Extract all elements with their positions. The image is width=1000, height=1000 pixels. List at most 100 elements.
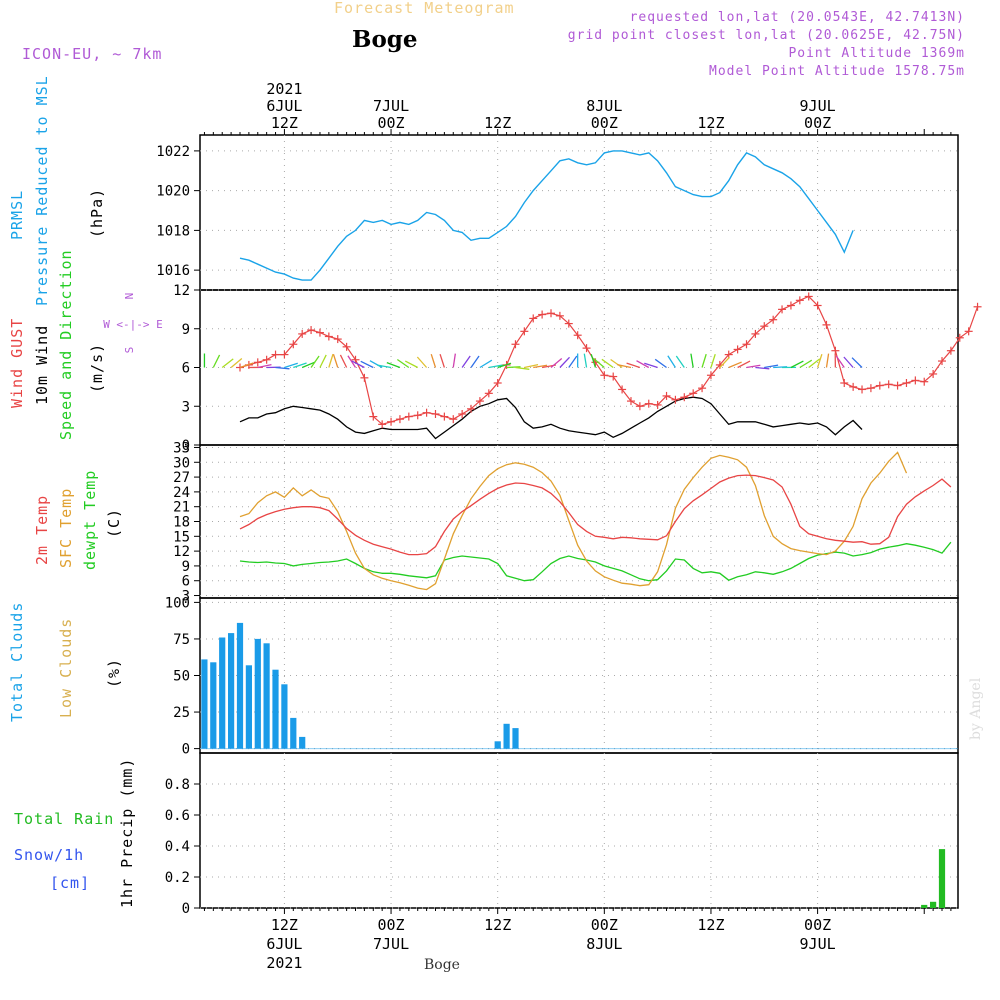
- wind-direction-arrow: [369, 360, 383, 369]
- clouds-ytick-label: 0: [182, 742, 190, 758]
- rain-bar: [938, 849, 946, 908]
- total-clouds-bar: [281, 684, 288, 749]
- wind-direction-arrow: [568, 355, 578, 368]
- snow-label: Snow/1h: [14, 846, 85, 864]
- wind-direction-arrow: [275, 366, 290, 370]
- sfc-temp-line: [239, 451, 908, 591]
- top-time-label: 6JUL: [266, 97, 302, 115]
- wind-direction-arrow: [404, 360, 419, 369]
- total-clouds-bar: [210, 662, 217, 749]
- dewpt-line: [239, 541, 952, 582]
- wind-direction-arrow: [654, 358, 667, 369]
- top-time-label: 9JUL: [800, 97, 836, 115]
- clouds-ytick-label: 75: [173, 632, 190, 648]
- wind-direction-arrow: [386, 362, 401, 369]
- top-time-label: 8JUL: [586, 97, 622, 115]
- wind-direction-arrow: [310, 355, 320, 368]
- compass-we: W <-|-> E: [103, 318, 163, 331]
- top-time-label: 12Z: [271, 114, 298, 132]
- wind-direction-arrow: [746, 364, 761, 369]
- wind-direction-arrow: [221, 358, 234, 369]
- bottom-time-label: 12Z: [697, 916, 724, 934]
- compass-north: N: [123, 293, 136, 300]
- rain-bar: [921, 904, 928, 908]
- total-clouds-bar: [245, 665, 252, 749]
- wind-direction-arrow: [843, 356, 854, 368]
- pressure-frame: [199, 134, 959, 291]
- wind-direction-arrow: [506, 366, 521, 369]
- pressure-ytick-label: 1016: [156, 263, 190, 279]
- wind-direction-arrow: [583, 353, 588, 368]
- wind-direction-arrow: [593, 358, 605, 368]
- clouds-ytick-label: 100: [165, 595, 190, 611]
- temp2m-line: [239, 474, 952, 556]
- wind-direction-arrow: [239, 362, 254, 369]
- model-altitude: Model Point Altitude 1578.75m: [709, 64, 965, 79]
- wind-direction-arrow: [675, 355, 685, 368]
- wind-direction-arrow: [667, 355, 676, 368]
- temperature-ytick-label: 18: [173, 515, 190, 531]
- wind-direction-arrow: [764, 364, 779, 369]
- wind-direction-arrow: [825, 353, 830, 368]
- wind-direction-arrow: [257, 364, 272, 369]
- wind-direction-arrow: [439, 353, 445, 368]
- temperature-ytick-label: 6: [182, 574, 190, 590]
- wind-direction-arrow: [339, 354, 348, 368]
- wind-direction-arrow: [550, 358, 563, 368]
- bottom-time-label: 6JUL: [266, 935, 302, 953]
- wind-direction-arrow: [461, 355, 471, 368]
- wind-direction-arrow: [851, 357, 863, 368]
- wind-direction-arrow: [559, 356, 570, 368]
- precip-ytick-label: 0: [182, 901, 190, 917]
- wind-direction-arrow: [470, 355, 480, 368]
- wind-direction-arrow: [690, 353, 694, 368]
- wind-direction-arrow: [230, 358, 243, 368]
- precip-ytick-label: 0.2: [165, 870, 190, 886]
- wind-direction-arrow: [737, 360, 751, 369]
- wind-direction-arrow: [799, 359, 813, 369]
- wind-direction-arrow: [835, 355, 845, 368]
- wind-direction-arrow: [212, 354, 221, 368]
- temperature-ytick-label: 15: [173, 529, 190, 545]
- wind-ytick-label: 3: [182, 399, 190, 415]
- wind-direction-arrow: [728, 361, 742, 369]
- wind-direction-arrow: [710, 353, 716, 368]
- wind-direction-arrow: [808, 358, 821, 369]
- bottom-time-label: 9JUL: [800, 935, 836, 953]
- temperature-ytick-label: 12: [173, 544, 190, 560]
- footer-location: Boge: [424, 957, 460, 973]
- wind-ytick-label: 12: [173, 283, 190, 299]
- precip-frame: [199, 752, 959, 909]
- wind-direction-arrow: [816, 353, 823, 368]
- total-clouds-bar: [299, 736, 306, 749]
- wind-direction-arrow: [301, 361, 316, 369]
- pressure-ytick-label: 1020: [156, 184, 190, 200]
- wind-direction-arrow: [701, 353, 707, 368]
- bottom-time-label: 8JUL: [586, 935, 622, 953]
- precip-ytick-label: 0.4: [165, 839, 190, 855]
- top-time-label: 00Z: [378, 114, 405, 132]
- wind-direction-arrow: [590, 353, 597, 368]
- total-clouds-bar: [263, 643, 270, 749]
- wind-ytick-label: 0: [182, 438, 190, 454]
- total-clouds-bar: [290, 717, 297, 749]
- wind-direction-arrow: [430, 353, 437, 368]
- top-time-label: 2021: [266, 80, 302, 98]
- wind-speed-line: [239, 396, 863, 440]
- total-clouds-bar: [236, 622, 244, 749]
- bottom-time-label: 12Z: [271, 916, 298, 934]
- wind-direction-arrow: [617, 364, 632, 369]
- top-time-label: 12Z: [484, 114, 511, 132]
- wind-direction-arrow: [328, 353, 334, 368]
- pressure-line: [239, 150, 854, 281]
- rain-bar: [930, 901, 937, 908]
- total-clouds-bar: [494, 741, 501, 749]
- wind-direction-arrow: [319, 354, 327, 368]
- bottom-time-label: 00Z: [378, 916, 405, 934]
- total-clouds-bar: [219, 637, 226, 749]
- requested-coords: requested lon,lat (20.0543E, 42.7413N): [629, 10, 965, 25]
- wind-direction-arrow: [452, 353, 456, 368]
- wind-direction-arrow: [636, 360, 650, 369]
- top-time-label: 7JUL: [373, 97, 409, 115]
